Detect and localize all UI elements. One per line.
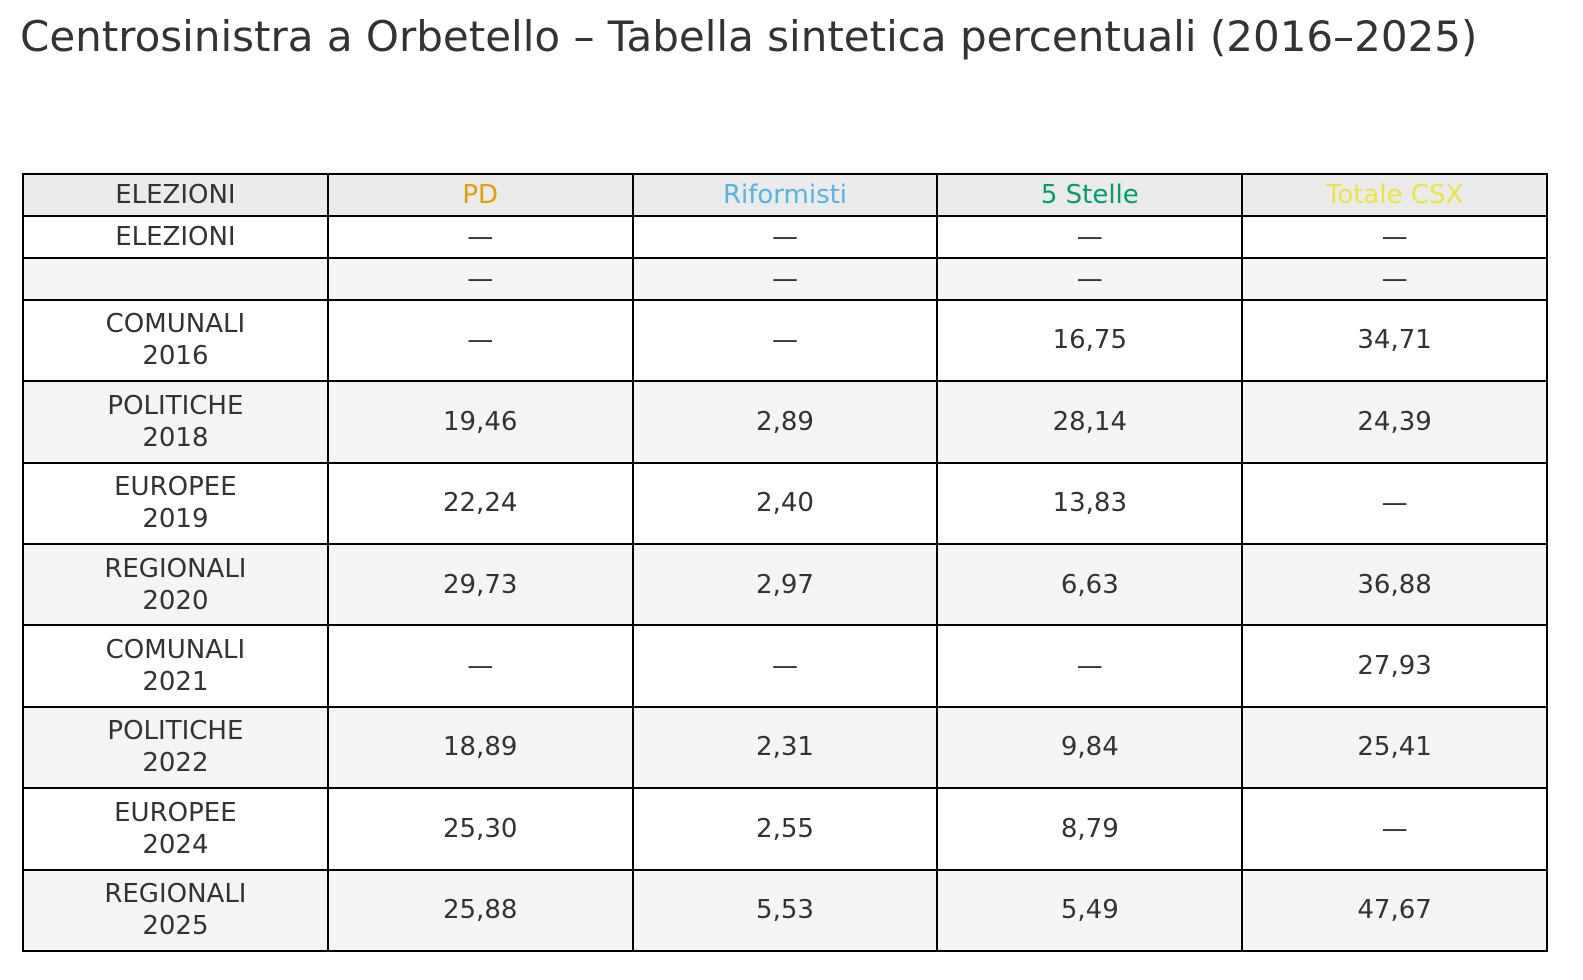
table-cell: 13,83	[936, 461, 1244, 545]
table-cell: REGIONALI 2025	[22, 868, 329, 952]
table-cell: EUROPEE 2019	[22, 461, 329, 545]
table-row: POLITICHE 2018 19,46 2,89 28,14 24,39	[22, 380, 1548, 464]
table-row: EUROPEE 2024 25,30 2,55 8,79—	[22, 787, 1548, 871]
table-row: COMUNALI 2016— —16,75 34,71	[22, 298, 1548, 383]
table-cell: 18,89	[326, 705, 634, 790]
header-cell: ELEZIONI	[22, 173, 329, 217]
table-cell: POLITICHE 2022	[22, 705, 329, 790]
table-cell: 25,41	[1241, 705, 1548, 790]
table-cell: 29,73	[326, 542, 634, 627]
table-cell: COMUNALI 2016	[22, 298, 329, 383]
table-cell: 2,97	[631, 542, 939, 627]
header-row: ELEZIONI PD Riformisti 5 Stelle Totale CSX	[22, 173, 1548, 217]
table-cell: 24,39	[1241, 380, 1548, 464]
table-cell: 27,93	[1241, 624, 1548, 708]
table-cell: ELEZIONI	[22, 214, 329, 259]
table-cell: —	[326, 214, 634, 259]
table-cell: 25,88	[326, 868, 634, 952]
table-cell: 9,84	[936, 705, 1244, 790]
header-cell: 5 Stelle	[936, 173, 1244, 217]
table-cell	[22, 256, 329, 301]
table-cell: —	[1241, 256, 1548, 301]
table-row: COMUNALI 2021— — —27,93	[22, 624, 1548, 708]
table-cell: —	[1241, 461, 1548, 545]
table-cell: 5,53	[631, 868, 939, 952]
table-cell: —	[936, 256, 1244, 301]
table-cell: 2,89	[631, 380, 939, 464]
table-row: — — — —	[22, 256, 1548, 301]
table-cell: 19,46	[326, 380, 634, 464]
table-cell: —	[936, 624, 1244, 708]
table-cell: 2,55	[631, 787, 939, 871]
table-cell: —	[631, 298, 939, 383]
table-cell: —	[1241, 214, 1548, 259]
table-cell: POLITICHE 2018	[22, 380, 329, 464]
table-cell: 28,14	[936, 380, 1244, 464]
table-row: EUROPEE 2019 22,24 2,40 13,83—	[22, 461, 1548, 545]
table-cell: 2,31	[631, 705, 939, 790]
table-cell: 34,71	[1241, 298, 1548, 383]
title: Centrosinistra a Orbetello – Tabella sin…	[20, 12, 1478, 61]
table-cell: 22,24	[326, 461, 634, 545]
table-cell: —	[631, 624, 939, 708]
table-cell: 5,49	[936, 868, 1244, 952]
table-cell: —	[631, 256, 939, 301]
header-cell: Riformisti	[631, 173, 939, 217]
table-cell: —	[1241, 787, 1548, 871]
table-cell: 25,30	[326, 787, 634, 871]
table-cell: REGIONALI 2020	[22, 542, 329, 627]
header-cell: Totale CSX	[1241, 173, 1548, 217]
table-cell: 8,79	[936, 787, 1244, 871]
table-cell: —	[326, 298, 634, 383]
table-row: REGIONALI 2025 25,88 5,53 5,49 47,67	[22, 868, 1548, 952]
table-cell: —	[326, 256, 634, 301]
table-cell: 6,63	[936, 542, 1244, 627]
table-row: POLITICHE 2022 18,89 2,31 9,84 25,41	[22, 705, 1548, 790]
table: ELEZIONI PD Riformisti 5 Stelle Totale CSX EL…	[22, 173, 1548, 952]
table-cell: —	[936, 214, 1244, 259]
table-cell: —	[631, 214, 939, 259]
table-cell: 36,88	[1241, 542, 1548, 627]
table-row: ELEZIONI — — — —	[22, 214, 1548, 259]
table-cell: EUROPEE 2024	[22, 787, 329, 871]
table-row: REGIONALI 2020 29,73 2,97 6,63 36,88	[22, 542, 1548, 627]
header-cell: PD	[326, 173, 634, 217]
table-cell: 47,67	[1241, 868, 1548, 952]
table-cell: 16,75	[936, 298, 1244, 383]
table-cell: 2,40	[631, 461, 939, 545]
table-cell: —	[326, 624, 634, 708]
table-cell: COMUNALI 2021	[22, 624, 329, 708]
